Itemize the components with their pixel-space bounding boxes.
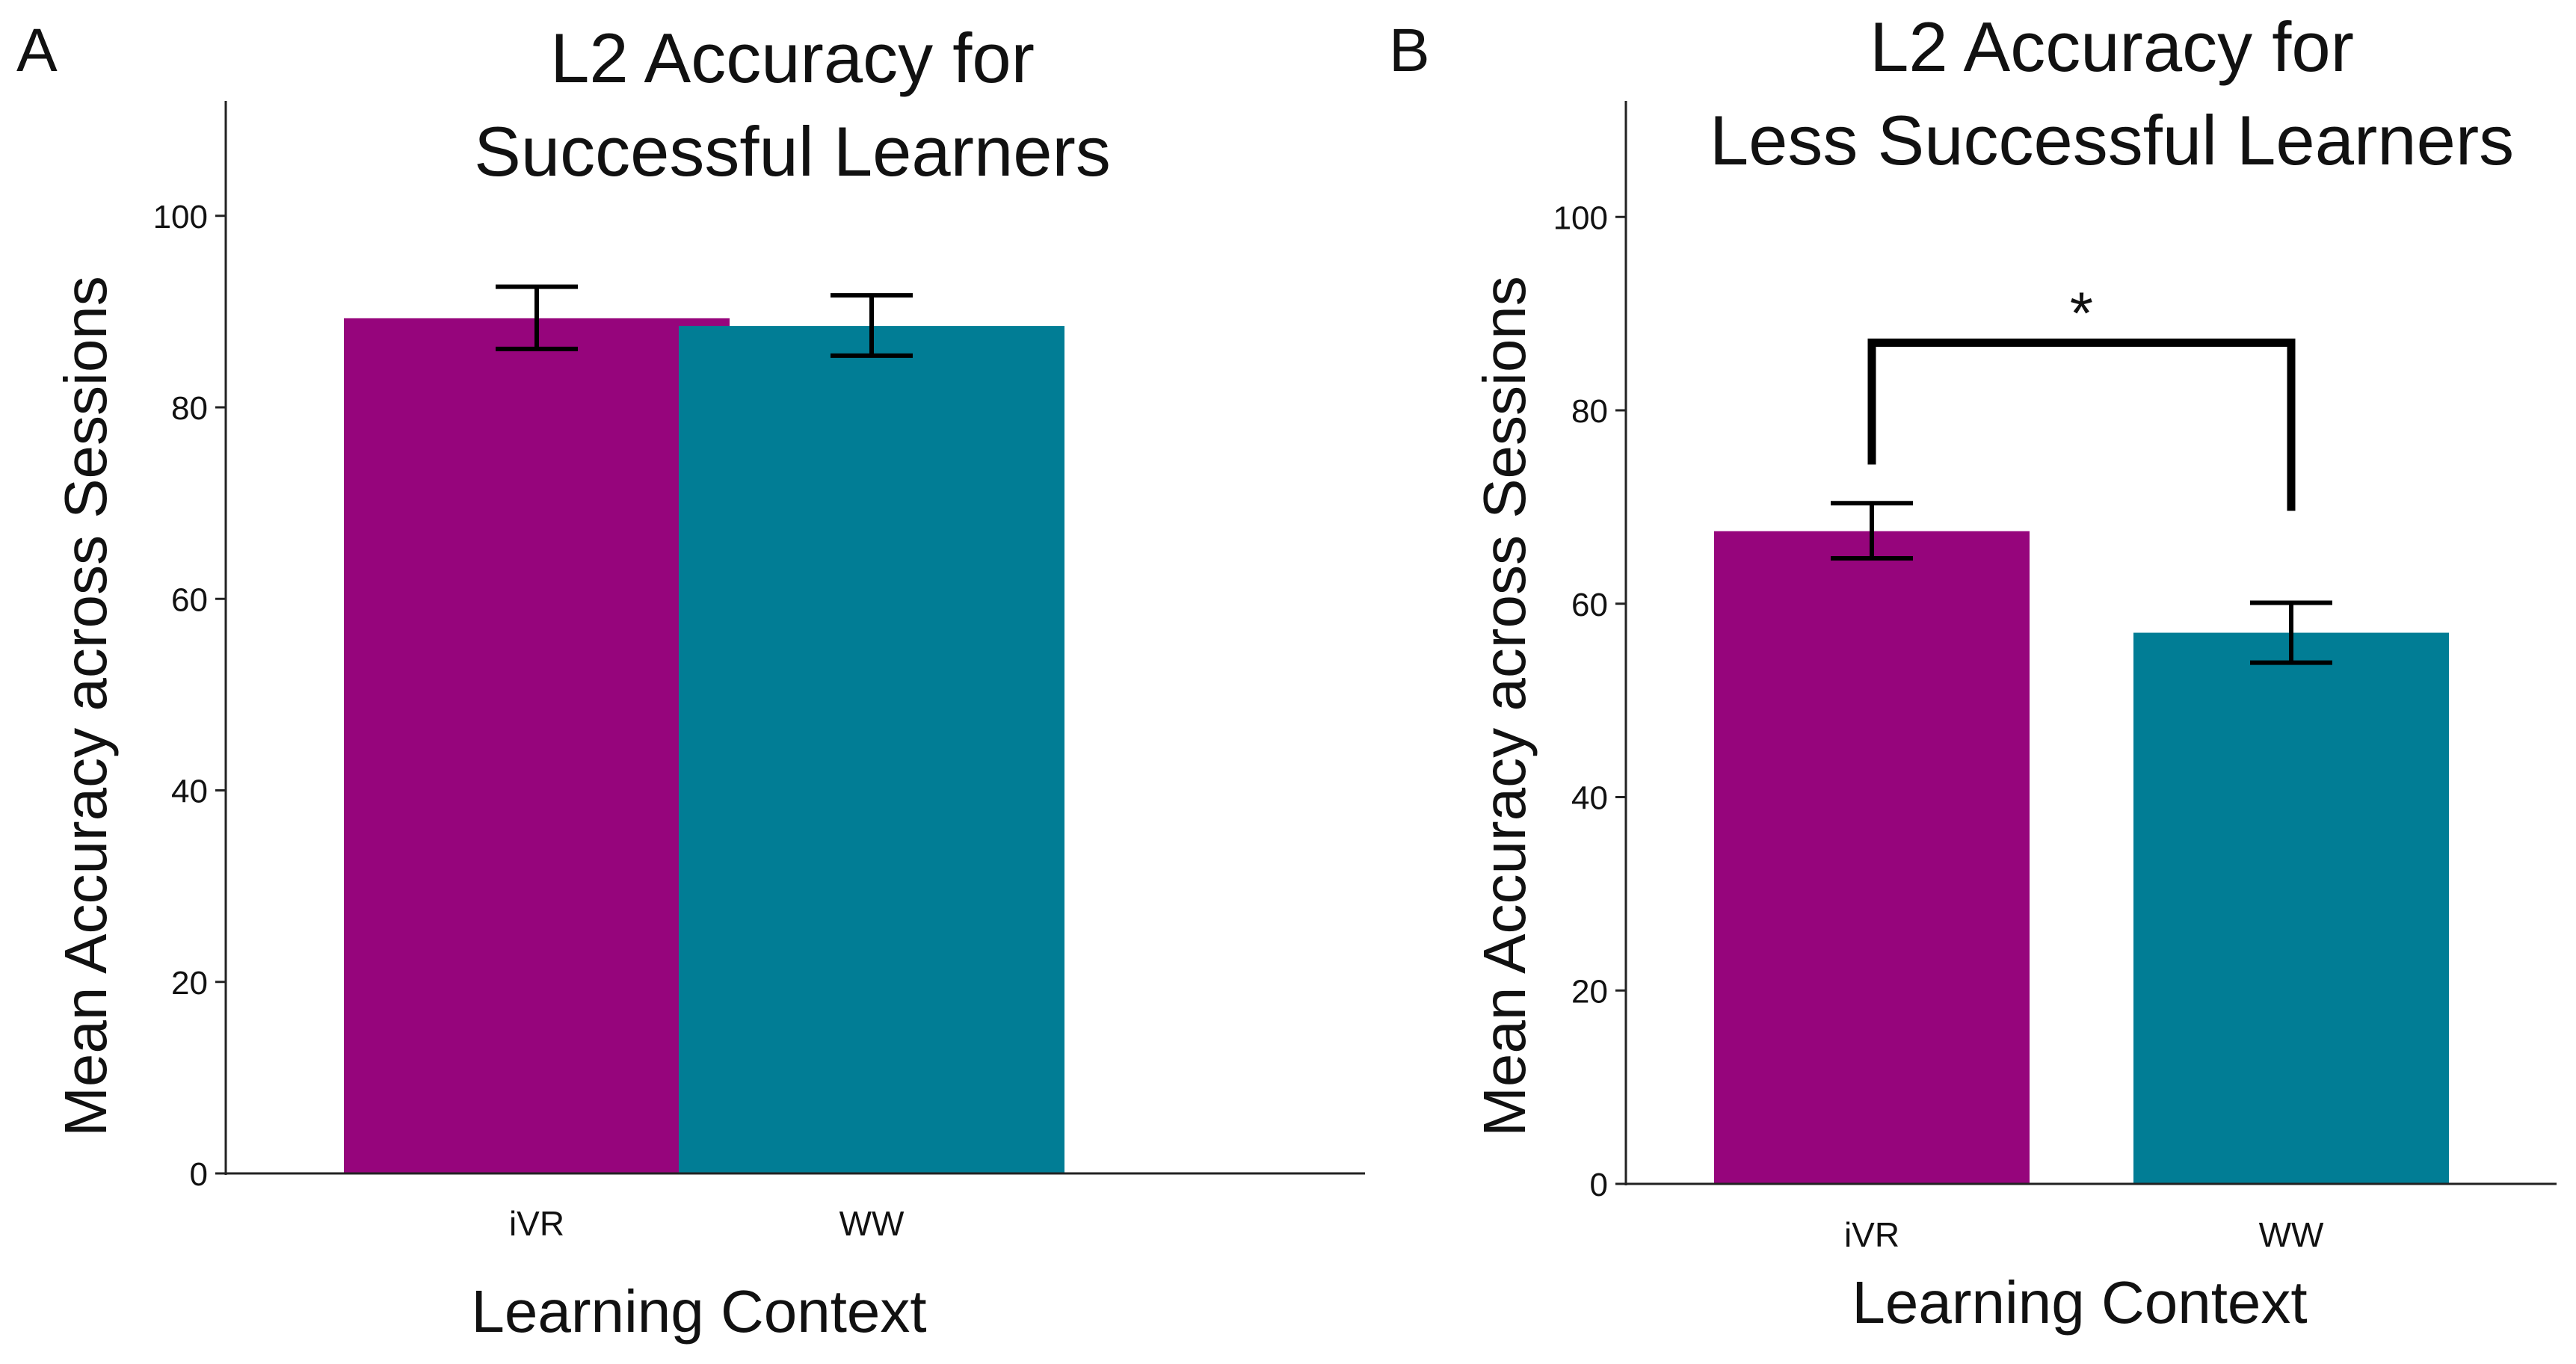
chart-a-x-axis-label: Learning Context	[471, 1278, 926, 1345]
chart-a-bar-ww	[679, 326, 1064, 1173]
chart-b-panel-letter: B	[1389, 16, 1430, 84]
chart-b-y-tick-label-100: 100	[1553, 200, 1608, 236]
chart-b-y-tick-label-0: 0	[1590, 1167, 1608, 1203]
chart-b-significance-bracket	[1867, 338, 2296, 511]
chart-b-x-tick-label-ivr: iVR	[1844, 1215, 1899, 1254]
chart-a-panel-letter: A	[16, 16, 58, 84]
chart-a-title-line-2: Successful Learners	[474, 112, 1111, 191]
chart-a-y-tick-label-100: 100	[153, 199, 208, 235]
chart-a: A L2 Accuracy for Successful Learners Me…	[16, 16, 1365, 1345]
chart-a-errorbar-ivr	[496, 284, 578, 351]
chart-a-y-axis-label: Mean Accuracy across Sessions	[52, 276, 119, 1137]
chart-a-y-tick-label-60: 60	[171, 581, 208, 618]
chart-b-errorbar-ivr	[1831, 501, 1913, 561]
chart-b-y-tick-label-80: 80	[1571, 393, 1608, 430]
chart-b-bar-ivr	[1714, 531, 2030, 1184]
chart-b-y-tick-label-60: 60	[1571, 587, 1608, 623]
chart-b-title-line-1: L2 Accuracy for	[1870, 7, 2354, 86]
chart-b-x-tick-label-ww: WW	[2259, 1215, 2324, 1254]
chart-a-bar-ivr	[344, 318, 730, 1173]
chart-a-y-tick-label-40: 40	[171, 774, 208, 810]
chart-a-errorbar-ww	[831, 293, 913, 358]
chart-b: B L2 Accuracy for Less Successful Learne…	[1389, 7, 2557, 1336]
chart-b-significance-label: *	[2070, 280, 2093, 346]
chart-a-x-tick-label-ivr: iVR	[509, 1204, 564, 1243]
chart-b-x-axis-label: Learning Context	[1852, 1269, 2307, 1336]
chart-b-errorbar-ww	[2250, 600, 2332, 665]
chart-a-title-line-1: L2 Accuracy for	[550, 19, 1035, 97]
chart-b-title-line-2: Less Successful Learners	[1710, 101, 2514, 179]
chart-a-y-tick-label-20: 20	[171, 965, 208, 1002]
chart-a-x-tick-label-ww: WW	[839, 1204, 905, 1243]
chart-b-y-tick-label-40: 40	[1571, 780, 1608, 817]
chart-a-y-tick-label-0: 0	[190, 1156, 208, 1193]
chart-b-y-axis-label: Mean Accuracy across Sessions	[1471, 276, 1538, 1137]
chart-b-y-tick-label-20: 20	[1571, 973, 1608, 1010]
chart-b-bar-ww	[2133, 632, 2449, 1184]
chart-a-y-tick-label-80: 80	[171, 390, 208, 427]
